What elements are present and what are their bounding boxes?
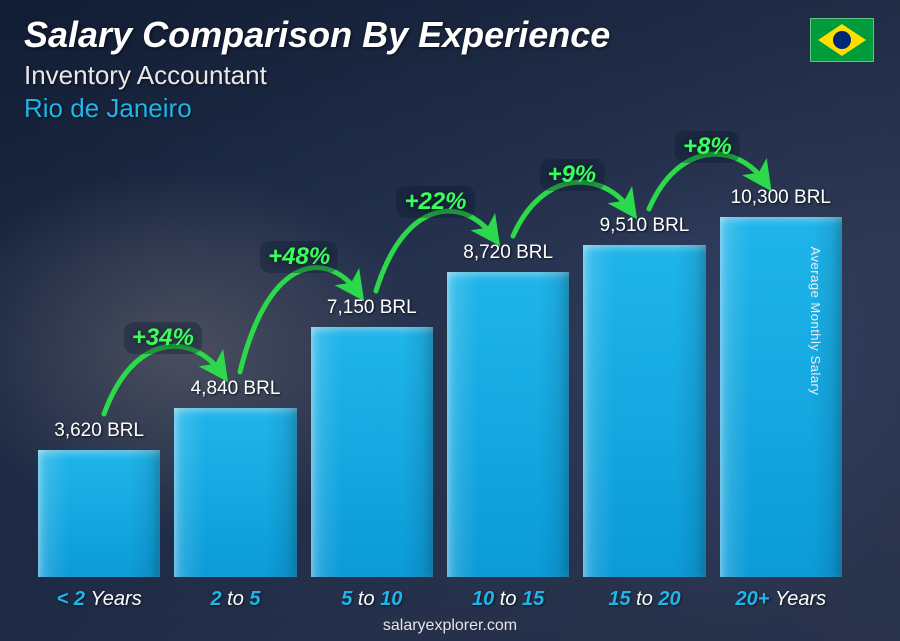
bar-group: 3,620 BRL — [38, 420, 160, 577]
bar-group: 10,300 BRL — [720, 187, 842, 577]
y-axis-label: Average Monthly Salary — [808, 246, 823, 395]
bar-chart: 3,620 BRL 4,840 BRL 7,150 BRL 8,720 BRL 9,51… — [38, 157, 842, 577]
bar — [447, 272, 569, 577]
bar — [38, 450, 160, 577]
chart-subtitle: Inventory Accountant — [24, 60, 876, 91]
flag-circle-icon — [833, 31, 851, 49]
country-flag-brazil — [810, 18, 874, 62]
flag-diamond-icon — [818, 24, 866, 56]
x-axis-label: 15 to 20 — [583, 588, 705, 611]
bar-value-label: 7,150 BRL — [327, 297, 417, 319]
bar-value-label: 8,720 BRL — [463, 242, 553, 264]
bar — [174, 408, 296, 577]
chart-location: Rio de Janeiro — [24, 93, 876, 124]
bar-value-label: 3,620 BRL — [54, 420, 144, 442]
bar-group: 8,720 BRL — [447, 242, 569, 577]
footer-attribution: salaryexplorer.com — [0, 617, 900, 635]
bar-group: 9,510 BRL — [583, 215, 705, 577]
x-axis-labels: < 2 Years 2 to 5 5 to 10 10 to 15 15 to 20 20… — [38, 588, 842, 611]
bar — [311, 327, 433, 577]
x-axis-label: 20+ Years — [720, 588, 842, 611]
x-axis-label: < 2 Years — [38, 588, 160, 611]
chart-title: Salary Comparison By Experience — [24, 14, 876, 56]
x-axis-label: 5 to 10 — [311, 588, 433, 611]
bar — [720, 217, 842, 577]
header: Salary Comparison By Experience Inventor… — [24, 14, 876, 124]
bar — [583, 245, 705, 577]
bar-group: 7,150 BRL — [311, 297, 433, 577]
bar-value-label: 9,510 BRL — [600, 215, 690, 237]
bar-group: 4,840 BRL — [174, 378, 296, 577]
bar-value-label: 10,300 BRL — [731, 187, 831, 209]
bar-value-label: 4,840 BRL — [191, 378, 281, 400]
x-axis-label: 10 to 15 — [447, 588, 569, 611]
x-axis-label: 2 to 5 — [174, 588, 296, 611]
